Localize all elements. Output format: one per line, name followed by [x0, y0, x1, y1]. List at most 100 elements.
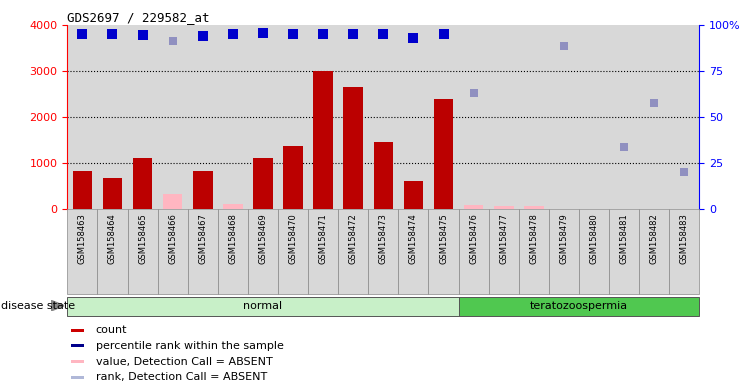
Bar [338, 25, 368, 209]
Bar [253, 158, 273, 209]
FancyBboxPatch shape [429, 209, 459, 294]
FancyBboxPatch shape [218, 209, 248, 294]
Bar [163, 194, 183, 209]
FancyBboxPatch shape [609, 209, 640, 294]
Bar [97, 25, 127, 209]
Point [377, 31, 389, 37]
FancyBboxPatch shape [519, 209, 549, 294]
Point [347, 31, 359, 37]
Bar [71, 344, 84, 347]
Text: GSM158469: GSM158469 [259, 214, 268, 264]
Point [678, 169, 690, 175]
Text: count: count [96, 325, 127, 335]
Bar [278, 25, 308, 209]
Text: normal: normal [243, 301, 283, 311]
Text: value, Detection Call = ABSENT: value, Detection Call = ABSENT [96, 357, 272, 367]
Bar [669, 25, 699, 209]
Bar [308, 25, 338, 209]
Bar [399, 25, 429, 209]
Point [618, 144, 630, 150]
Text: GSM158474: GSM158474 [409, 214, 418, 264]
Bar [193, 170, 212, 209]
FancyBboxPatch shape [67, 209, 97, 294]
Bar [640, 25, 669, 209]
Point [197, 33, 209, 40]
Bar [313, 71, 333, 209]
FancyBboxPatch shape [127, 209, 158, 294]
FancyBboxPatch shape [579, 209, 609, 294]
Bar [579, 25, 609, 209]
Point [468, 90, 479, 96]
Bar [368, 25, 399, 209]
Bar [343, 87, 363, 209]
Text: teratozoospermia: teratozoospermia [530, 301, 628, 311]
Bar [67, 25, 97, 209]
Bar [669, 25, 699, 209]
Point [106, 31, 118, 37]
Text: GSM158476: GSM158476 [469, 214, 478, 264]
Bar [283, 146, 303, 209]
Text: GSM158482: GSM158482 [650, 214, 659, 264]
Bar [429, 25, 459, 209]
Bar [549, 25, 579, 209]
Bar [73, 172, 92, 209]
Bar [158, 25, 188, 209]
Bar [133, 158, 153, 209]
Bar [640, 25, 669, 209]
Bar [71, 360, 84, 363]
FancyBboxPatch shape [399, 209, 429, 294]
Bar [218, 25, 248, 209]
Text: percentile rank within the sample: percentile rank within the sample [96, 341, 283, 351]
Bar [338, 25, 368, 209]
Bar [609, 25, 640, 209]
Text: GSM158472: GSM158472 [349, 214, 358, 264]
Point [257, 30, 269, 36]
Bar [464, 205, 483, 209]
Bar [71, 329, 84, 332]
Bar [609, 25, 640, 209]
FancyBboxPatch shape [338, 209, 368, 294]
FancyBboxPatch shape [278, 209, 308, 294]
Bar [67, 25, 97, 209]
Text: GSM158470: GSM158470 [289, 214, 298, 264]
Text: GSM158478: GSM158478 [530, 214, 539, 264]
Point [317, 31, 329, 37]
Polygon shape [51, 300, 64, 311]
Point [76, 31, 88, 37]
Text: GSM158473: GSM158473 [378, 214, 388, 264]
FancyBboxPatch shape [669, 209, 699, 294]
Text: GSM158475: GSM158475 [439, 214, 448, 264]
Bar [429, 25, 459, 209]
Text: GSM158471: GSM158471 [319, 214, 328, 264]
FancyBboxPatch shape [97, 209, 127, 294]
Bar [579, 25, 609, 209]
Bar [524, 205, 544, 209]
Bar [459, 25, 488, 209]
Bar [434, 99, 453, 209]
FancyBboxPatch shape [158, 209, 188, 294]
FancyBboxPatch shape [459, 209, 488, 294]
Text: GSM158481: GSM158481 [619, 214, 628, 264]
Point [287, 31, 299, 37]
Bar [188, 25, 218, 209]
FancyBboxPatch shape [368, 209, 399, 294]
Text: disease state: disease state [1, 301, 75, 311]
Bar [459, 25, 488, 209]
Point [167, 38, 179, 44]
Bar [308, 25, 338, 209]
Bar [248, 25, 278, 209]
FancyBboxPatch shape [549, 209, 579, 294]
Text: GSM158483: GSM158483 [680, 214, 689, 264]
Text: GSM158466: GSM158466 [168, 214, 177, 264]
Point [137, 32, 149, 38]
Text: GSM158480: GSM158480 [589, 214, 598, 264]
Bar [488, 25, 519, 209]
FancyBboxPatch shape [459, 297, 699, 316]
Point [408, 35, 420, 41]
Text: GSM158468: GSM158468 [228, 214, 237, 264]
Text: GSM158464: GSM158464 [108, 214, 117, 264]
Bar [158, 25, 188, 209]
Bar [127, 25, 158, 209]
Bar [97, 25, 127, 209]
Text: rank, Detection Call = ABSENT: rank, Detection Call = ABSENT [96, 372, 267, 382]
